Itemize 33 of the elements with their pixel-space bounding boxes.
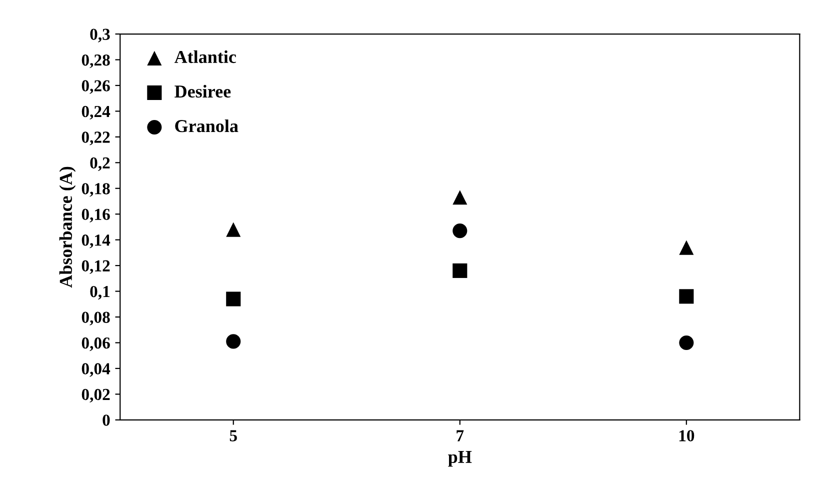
y-axis-title: Absorbance (A) <box>59 166 76 288</box>
legend-label: Atlantic <box>174 50 236 64</box>
point <box>452 224 468 238</box>
y-tick-label: 0,12 <box>82 260 110 274</box>
y-tick-label: 0,06 <box>82 337 110 352</box>
y-tick-label: 0,3 <box>90 28 110 42</box>
y-tick-label: 0,1 <box>90 286 110 300</box>
y-tick-label: 0,16 <box>82 208 110 222</box>
y-tick-label: 0,28 <box>82 54 110 68</box>
y-tick-label: 0,22 <box>82 132 110 146</box>
x-axis-title: pH <box>448 451 472 467</box>
y-tick-label: 0,2 <box>90 157 110 172</box>
point <box>679 240 694 255</box>
y-tick-label: 0,08 <box>82 312 110 326</box>
y-tick-label: 0,04 <box>82 363 110 377</box>
y-tick-label: 0,18 <box>82 183 110 197</box>
y-tick-label: 0,02 <box>82 388 110 403</box>
point <box>679 289 694 304</box>
y-tick-label: 0,26 <box>82 80 110 94</box>
legend-label: Granola <box>175 119 238 132</box>
point <box>452 263 468 278</box>
x-tick-label: 7 <box>456 430 464 442</box>
legend-label: Desiree <box>174 84 231 98</box>
x-tick-label: 10 <box>679 430 694 442</box>
point <box>679 335 694 350</box>
point <box>226 222 241 237</box>
y-tick-label: 0,14 <box>82 234 110 248</box>
point <box>226 292 241 306</box>
point <box>226 334 241 349</box>
y-tick-label: 0 <box>102 414 110 426</box>
point <box>452 190 468 205</box>
y-tick-label: 0,24 <box>82 106 110 120</box>
x-tick-label: 5 <box>230 430 237 442</box>
